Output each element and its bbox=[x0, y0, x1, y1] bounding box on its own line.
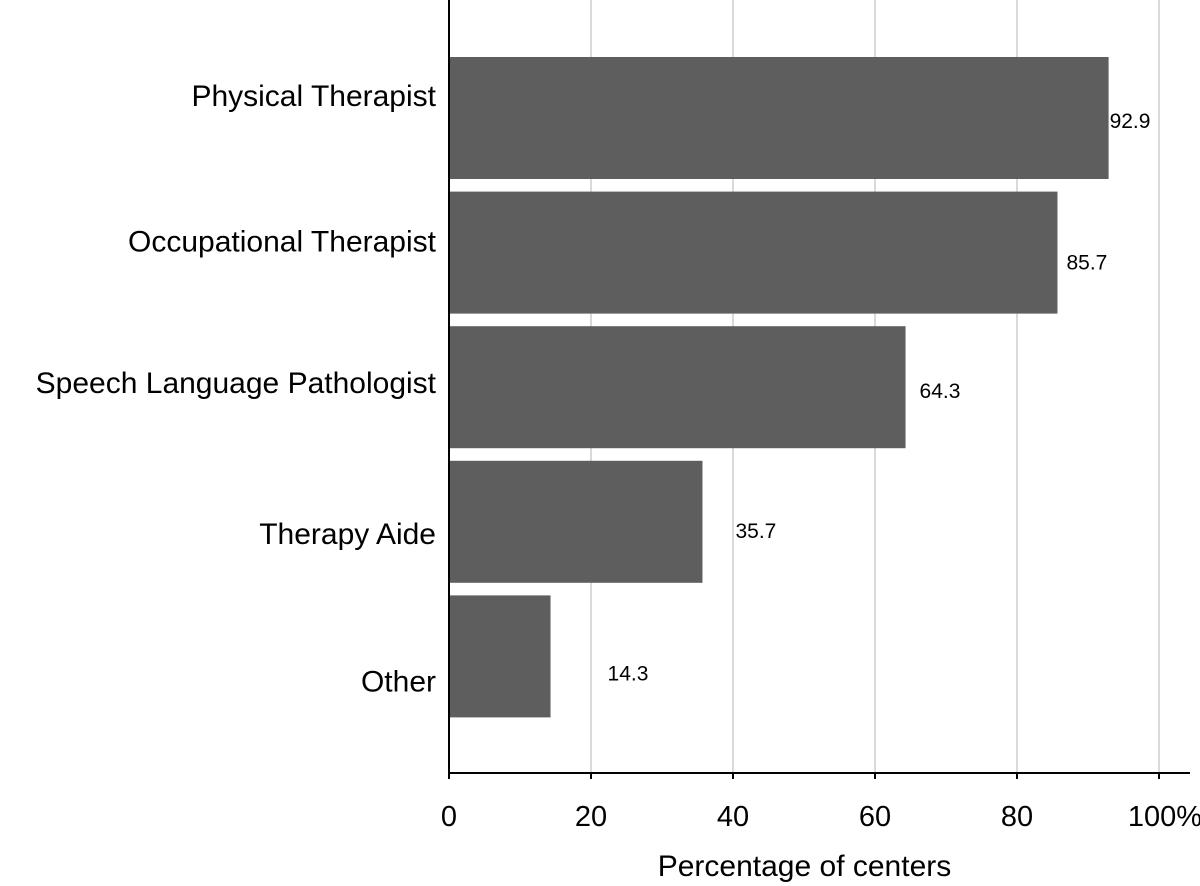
category-label-physical-therapist: Physical Therapist bbox=[191, 80, 436, 113]
x-tick-label-0: 0 bbox=[441, 801, 457, 833]
bar-other bbox=[449, 595, 551, 718]
x-tick-label-60: 60 bbox=[859, 801, 891, 833]
x-tick-label-80: 80 bbox=[1001, 801, 1033, 833]
value-label-physical-therapist: 92.9 bbox=[1110, 110, 1151, 133]
category-labels: Physical Therapist Occupational Therapist… bbox=[36, 80, 437, 698]
x-tick-label-20: 20 bbox=[575, 801, 607, 833]
x-tick-label-100: 100% bbox=[1128, 801, 1200, 833]
axes bbox=[448, 0, 1190, 774]
x-tick-labels: 0 20 40 60 80 100% bbox=[441, 773, 1200, 833]
bars bbox=[449, 57, 1109, 718]
category-label-occupational-therapist: Occupational Therapist bbox=[128, 226, 437, 259]
x-tick-label-40: 40 bbox=[717, 801, 749, 833]
bar-therapy-aide bbox=[449, 460, 703, 583]
bar-speech-language-pathologist bbox=[449, 326, 906, 449]
value-labels: 92.9 85.7 64.3 35.7 14.3 bbox=[608, 110, 1151, 685]
value-label-therapy-aide: 35.7 bbox=[735, 520, 776, 543]
value-label-occupational-therapist: 85.7 bbox=[1066, 252, 1107, 275]
category-label-therapy-aide: Therapy Aide bbox=[259, 518, 436, 551]
bar-physical-therapist bbox=[449, 57, 1109, 179]
bar-occupational-therapist bbox=[449, 191, 1058, 314]
value-label-speech-language-pathologist: 64.3 bbox=[920, 380, 961, 403]
value-label-other: 14.3 bbox=[608, 662, 649, 685]
category-label-other: Other bbox=[361, 665, 436, 698]
category-label-speech-language-pathologist: Speech Language Pathologist bbox=[36, 367, 437, 400]
x-axis-title: Percentage of centers bbox=[658, 850, 952, 883]
